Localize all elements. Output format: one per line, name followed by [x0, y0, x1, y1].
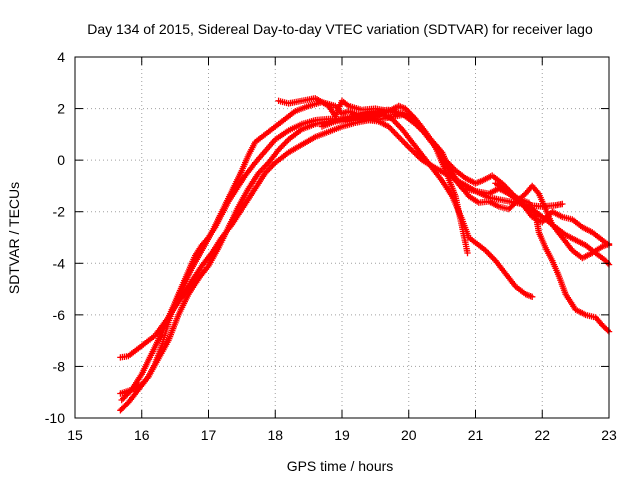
y-tick-label: 0 [57, 152, 65, 168]
y-tick-label: 4 [57, 49, 65, 65]
data-point-markers [492, 180, 613, 268]
x-tick-label: 20 [401, 427, 417, 443]
series-track-7 [492, 180, 613, 268]
x-tick-label: 21 [468, 427, 484, 443]
y-tick-label: -10 [45, 410, 65, 426]
grid [75, 57, 609, 418]
x-tick-label: 16 [134, 427, 150, 443]
y-tick-label: -8 [53, 358, 66, 374]
x-tick-label: 23 [601, 427, 617, 443]
series-track-3 [117, 110, 536, 414]
y-axis-label: SDTVAR / TECUs [6, 182, 22, 294]
x-tick-label: 15 [67, 427, 83, 443]
data-markers [117, 95, 613, 414]
x-tick-label: 19 [334, 427, 350, 443]
chart-title: Day 134 of 2015, Sidereal Day-to-day VTE… [87, 21, 593, 37]
x-tick-label: 17 [201, 427, 217, 443]
x-tick-label: 22 [534, 427, 550, 443]
y-tick-label: 2 [57, 101, 65, 117]
data-point-markers [117, 110, 536, 414]
x-axis-label: GPS time / hours [287, 458, 394, 474]
x-tick-label: 18 [267, 427, 283, 443]
y-tick-label: -6 [53, 307, 66, 323]
y-tick-label: -2 [53, 204, 66, 220]
axis-ticks: 15 16 17 18 19 20 21 22 23 -10 -8 -6 -4 -2 0 2 4 [45, 49, 617, 443]
y-tick-label: -4 [53, 255, 66, 271]
